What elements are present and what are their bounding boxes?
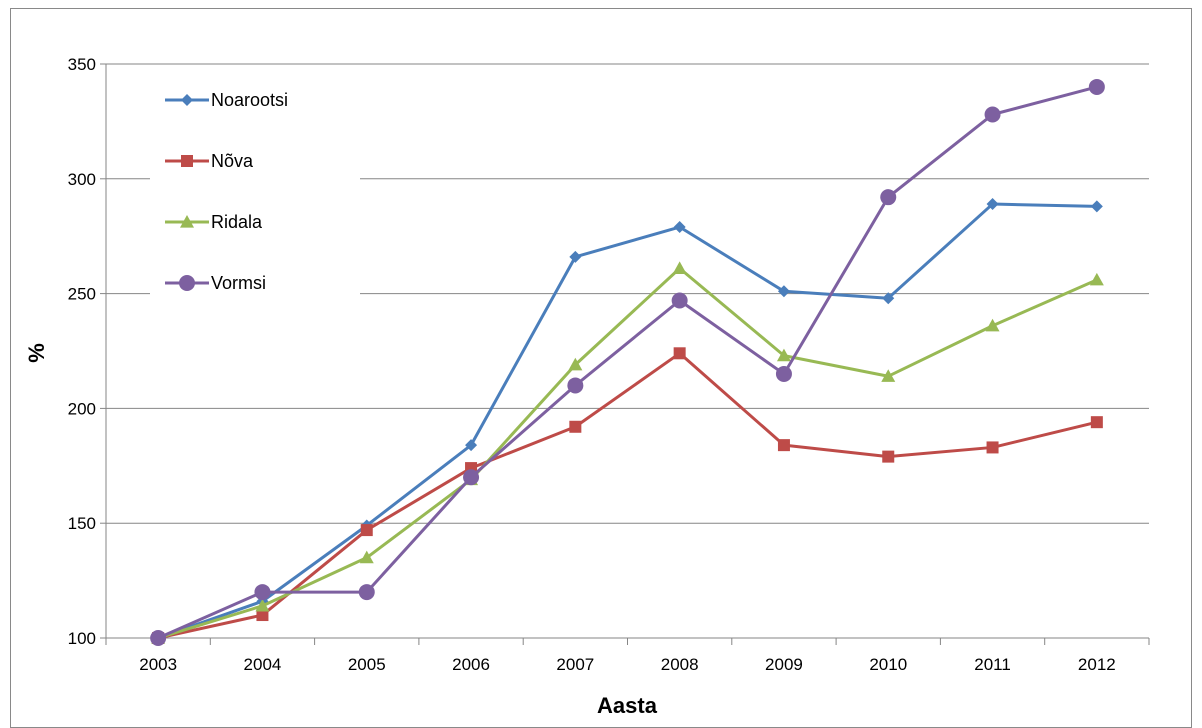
data-point [777, 439, 790, 452]
legend-background [150, 72, 360, 312]
y-tick-label: 250 [68, 285, 96, 304]
legend: Noarootsi Nõva Ridala Vormsi [165, 90, 288, 293]
y-tick-label: 300 [68, 170, 96, 189]
data-point [569, 420, 582, 433]
data-point [567, 377, 584, 394]
x-axis-title: Aasta [597, 693, 658, 718]
data-point [358, 584, 375, 601]
legend-label: Ridala [211, 212, 263, 232]
data-point [986, 198, 999, 211]
legend-marker [180, 215, 194, 228]
legend-entry: Noarootsi [165, 90, 288, 110]
legend-marker [181, 94, 193, 106]
x-tick-label: 2009 [765, 655, 803, 674]
y-axis-title: % [24, 343, 49, 363]
data-point [672, 261, 687, 274]
data-point [463, 469, 480, 486]
legend-label: Noarootsi [211, 90, 288, 110]
data-point [673, 347, 686, 360]
y-tick-label: 100 [68, 629, 96, 648]
x-tick-label: 2007 [556, 655, 594, 674]
x-tick-label: 2012 [1078, 655, 1116, 674]
y-tick-label: 200 [68, 399, 96, 418]
axes: 100 150 200 250 300 350 2003 2004 2005 2006 2007 20… [68, 55, 1150, 674]
legend-entry: Ridala [165, 212, 263, 232]
legend-label: Nõva [211, 151, 254, 171]
legend-label: Vormsi [211, 273, 266, 293]
data-point [671, 292, 688, 309]
data-point [777, 285, 790, 298]
data-point [881, 369, 896, 382]
data-point [568, 357, 583, 371]
data-point [569, 250, 582, 263]
x-tick-label: 2011 [974, 655, 1011, 674]
data-point [1090, 200, 1103, 213]
x-tick-label: 2005 [348, 655, 386, 674]
series-line-Vormsi [157, 85, 1098, 640]
data-point [882, 292, 895, 305]
series-Ridala [151, 261, 1104, 644]
series-lines [150, 78, 1105, 646]
x-tick-label: 2003 [139, 655, 177, 674]
data-point [673, 221, 686, 234]
y-tick-label: 150 [68, 514, 96, 533]
series-line-Ridala [157, 266, 1098, 640]
data-point [880, 189, 897, 206]
data-point [254, 584, 271, 601]
legend-entry: Vormsi [165, 273, 266, 293]
data-point [465, 439, 478, 452]
x-tick-label: 2010 [869, 655, 907, 674]
series-Vormsi [150, 78, 1105, 646]
x-tick-label: 2006 [452, 655, 490, 674]
data-point [256, 609, 269, 622]
x-tick-label: 2008 [661, 655, 699, 674]
data-point [776, 348, 791, 362]
data-point [775, 365, 792, 382]
data-point [359, 550, 374, 564]
data-point [984, 106, 1001, 123]
data-point [1090, 416, 1103, 429]
data-point [360, 524, 373, 537]
legend-entry: Nõva [165, 151, 254, 171]
data-point [1089, 272, 1104, 286]
data-point [150, 630, 167, 646]
series-Nõva [152, 347, 1103, 644]
data-point [1088, 78, 1105, 95]
legend-marker [181, 155, 193, 167]
data-point [882, 450, 895, 463]
data-point [985, 318, 1000, 332]
legend-marker [179, 275, 195, 291]
data-point [255, 598, 270, 612]
y-tick-label: 350 [68, 55, 96, 74]
x-tick-label: 2004 [244, 655, 282, 674]
series-line-Nõva [157, 351, 1098, 640]
series-line-Noarootsi [157, 202, 1097, 640]
data-point [986, 441, 999, 454]
